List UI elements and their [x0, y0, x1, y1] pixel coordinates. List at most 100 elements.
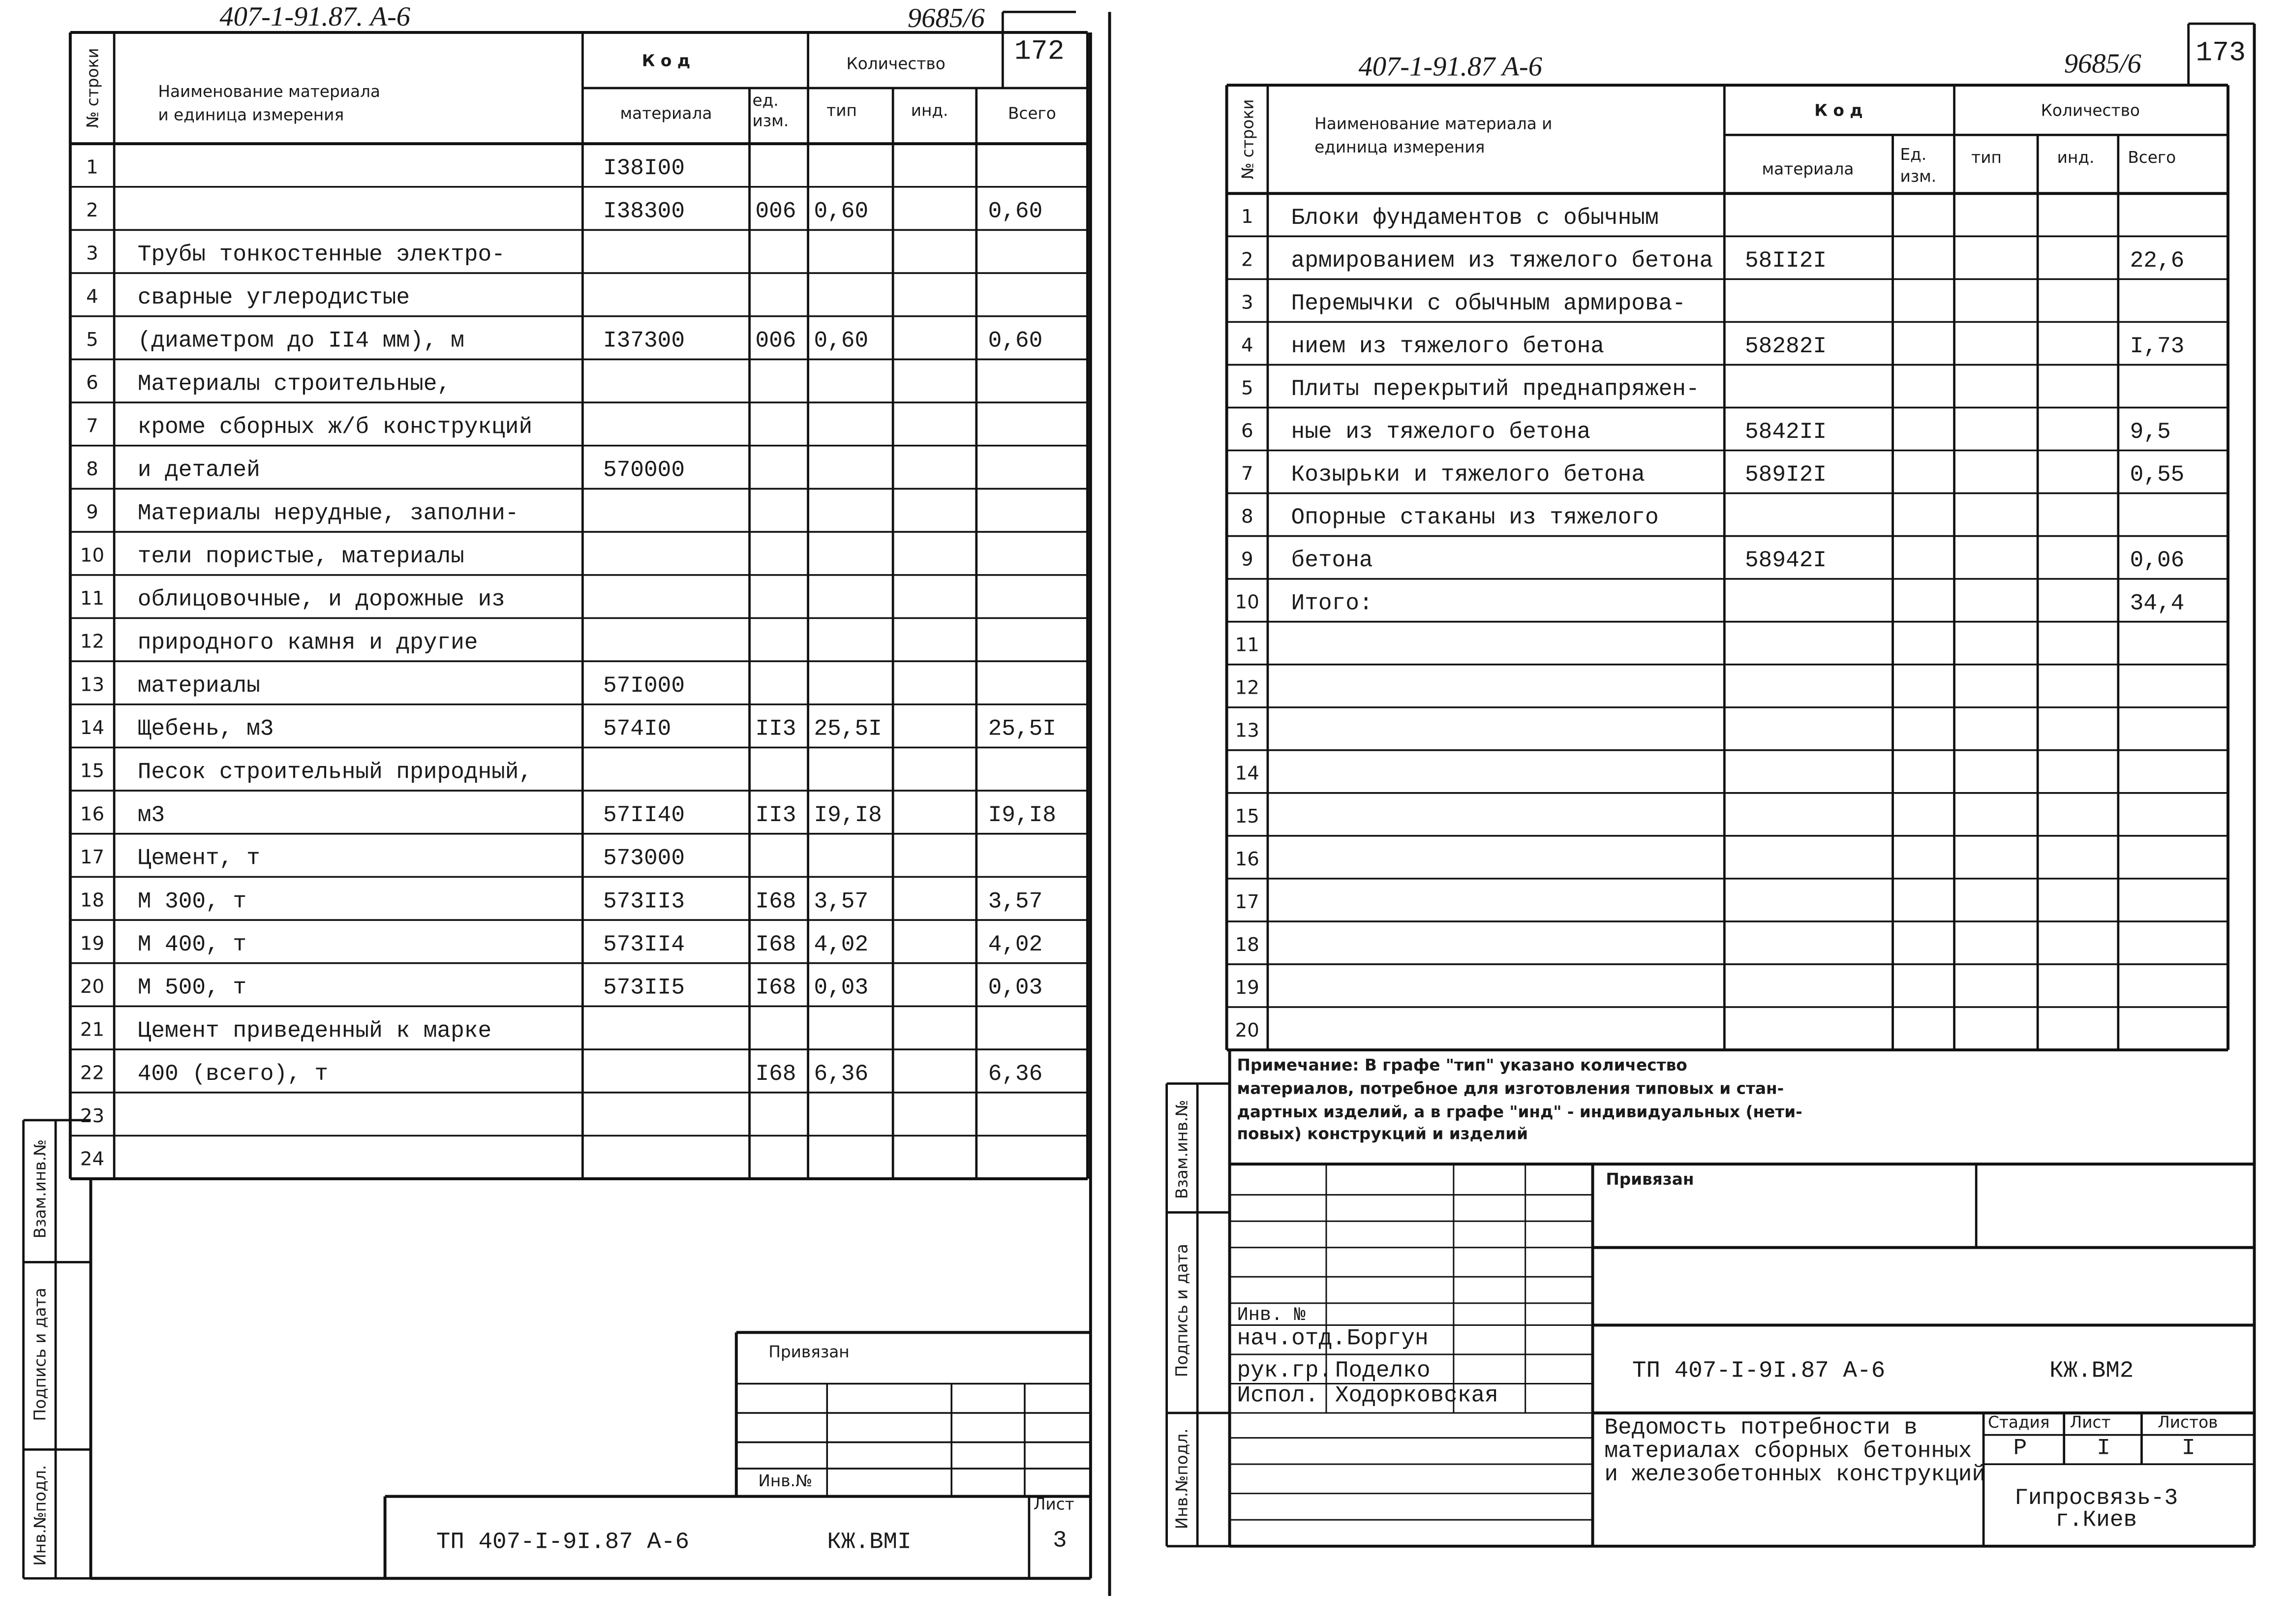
cell-name: 400 (всего), т: [138, 1061, 328, 1087]
cell-name: нием из тяжелого бетона: [1291, 334, 1604, 359]
stamp-mark: КЖ.ВМI: [827, 1529, 911, 1555]
stamp-title: материалах сборных бетонных: [1604, 1439, 1972, 1464]
project-code: 407-1-91.87 А-6: [1358, 51, 1542, 82]
row-number: 5: [86, 329, 98, 351]
cell-name: ные из тяжелого бетона: [1291, 419, 1591, 445]
row-number: 5: [1241, 377, 1253, 399]
row-number: 6: [1241, 420, 1253, 442]
note-line: повых) конструкций и изделий: [1237, 1125, 1528, 1143]
cell-name: материалы: [138, 673, 260, 699]
row-number: 19: [80, 932, 104, 954]
stamp-attached: Привязан: [768, 1343, 849, 1361]
signature-role: рук.гр.: [1237, 1358, 1332, 1383]
side-label: Взам.инв.№: [1172, 1100, 1191, 1199]
stamp-sheet-label: Лист: [1034, 1495, 1074, 1513]
col-quantity: Количество: [2041, 101, 2140, 120]
row-number: 21: [80, 1019, 104, 1041]
row-number: 18: [1235, 934, 1259, 956]
row-number: 20: [1235, 1019, 1259, 1042]
col-type: тип: [826, 101, 857, 120]
cell-unit: 006: [755, 328, 796, 354]
cell-total: I,73: [2130, 334, 2185, 359]
cell-material: 57II40: [603, 802, 685, 828]
cell-material: 570000: [603, 458, 685, 483]
cell-name: сварные углеродистые: [138, 285, 410, 310]
cell-name: Плиты перекрытий преднапряжен-: [1291, 376, 1700, 402]
row-number: 12: [80, 631, 104, 653]
cell-material: 589I2I: [1745, 462, 1827, 488]
note-line: дартных изделий, а в графе "инд" - индив…: [1237, 1103, 1802, 1121]
stamp-designation: ТП 407-I-9I.87 А-6: [436, 1529, 689, 1555]
cell-total: 3,57: [988, 889, 1043, 914]
row-number: 16: [1235, 848, 1259, 870]
sheets: I: [2182, 1436, 2196, 1461]
col-code: К о д: [642, 51, 690, 70]
row-number: 24: [80, 1148, 104, 1170]
cell-name: Цемент приведенный к марке: [138, 1018, 491, 1043]
col-unit: изм.: [753, 111, 789, 130]
cell-name: Опорные стаканы из тяжелого: [1291, 505, 1659, 530]
cell-material: 573000: [603, 846, 685, 871]
row-number: 10: [1235, 591, 1259, 613]
cell-type: 0,03: [814, 975, 868, 1001]
sheet-label: Лист: [2070, 1413, 2111, 1432]
cell-material: I38I00: [603, 155, 685, 181]
cell-unit: 006: [755, 199, 796, 224]
col-name: Наименование материала: [158, 82, 380, 101]
col-unit: Ед.: [1900, 145, 1926, 164]
cell-name: М 400, т: [138, 932, 246, 957]
cell-type: 6,36: [814, 1061, 868, 1087]
col-quantity: Количество: [847, 54, 946, 73]
row-number: 20: [80, 976, 104, 998]
cell-total: 0,60: [988, 328, 1043, 354]
row-number: 1: [1241, 206, 1253, 228]
row-number: 17: [80, 846, 104, 868]
organization: г.Киев: [2055, 1507, 2137, 1532]
cell-type: 0,60: [814, 199, 868, 224]
row-number: 7: [1241, 462, 1253, 485]
cell-unit: I68: [755, 889, 796, 914]
row-number: 7: [86, 415, 98, 437]
signature-name: Поделко: [1335, 1358, 1431, 1383]
row-number: 9: [86, 501, 98, 523]
col-total: Всего: [2128, 148, 2176, 167]
cell-name: Итого:: [1291, 590, 1373, 616]
cell-material: 573II4: [603, 932, 685, 957]
row-number: 2: [1241, 248, 1253, 271]
archive-no: 9685/6: [908, 3, 985, 33]
row-number: 23: [80, 1105, 104, 1127]
cell-name: облицовочные, и дорожные из: [138, 587, 505, 613]
col-name: единица измерения: [1314, 138, 1485, 156]
cell-type: I9,I8: [814, 802, 882, 828]
cell-total: I9,I8: [988, 802, 1056, 828]
sheet: I: [2097, 1436, 2110, 1461]
cell-material: I38300: [603, 199, 685, 224]
stamp-inv-no: Инв. №: [1237, 1304, 1305, 1326]
cell-name: Блоки фундаментов с обычным: [1291, 205, 1659, 231]
cell-name: М 300, т: [138, 889, 246, 914]
cell-name: и деталей: [138, 458, 260, 483]
col-unit: изм.: [1900, 167, 1936, 186]
row-number: 17: [1235, 891, 1259, 913]
row-number: 14: [1235, 763, 1259, 785]
cell-name: природного камня и другие: [138, 630, 478, 655]
cell-total: 9,5: [2130, 419, 2171, 445]
cell-total: 0,06: [2130, 548, 2185, 573]
col-ind: инд.: [911, 101, 948, 120]
cell-name: Перемычки с обычным армирова-: [1291, 291, 1686, 316]
col-total: Всего: [1008, 104, 1056, 123]
row-number: 18: [80, 889, 104, 912]
col-row-no: № строки: [83, 48, 102, 128]
row-number: 1: [86, 156, 98, 178]
cell-material: 573II5: [603, 975, 685, 1001]
row-number: 6: [86, 372, 98, 394]
cell-name: тели пористые, материалы: [138, 544, 464, 569]
note-line: Примечание: В графе "тип" указано количе…: [1237, 1056, 1687, 1074]
row-number: 3: [86, 243, 98, 265]
cell-type: 0,60: [814, 328, 868, 354]
col-unit: ед.: [753, 91, 779, 110]
row-number: 16: [80, 803, 104, 825]
